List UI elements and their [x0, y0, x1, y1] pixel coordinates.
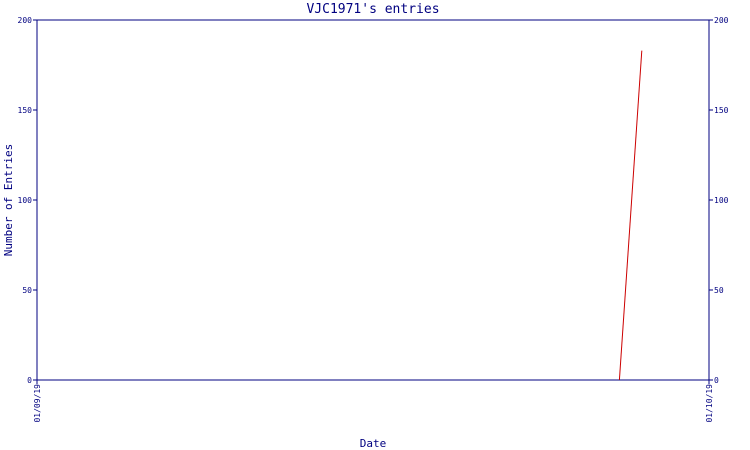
series-layer	[618, 50, 643, 381]
x-axis: 01/09/19 01/10/19	[33, 380, 714, 423]
x-axis-label: Date	[360, 437, 387, 450]
y-tick-label-left: 0	[27, 376, 32, 385]
y-tick-label-left: 200	[18, 16, 33, 25]
y-tick-label-right: 100	[714, 196, 729, 205]
y-axis-label: Number of Entries	[2, 144, 15, 257]
x-tick-label: 01/09/19	[33, 384, 42, 423]
y-tick-label-right: 0	[714, 376, 719, 385]
y-axis-left: 0 50 100 150 200	[18, 16, 37, 385]
plot-area	[36, 19, 710, 381]
series-line	[618, 50, 643, 381]
y-tick-label-left: 50	[22, 286, 32, 295]
y-tick-label-left: 100	[18, 196, 33, 205]
y-tick-label-right: 50	[714, 286, 724, 295]
y-tick-label-left: 150	[18, 106, 33, 115]
y-tick-label-right: 150	[714, 106, 729, 115]
chart-title: VJC1971's entries	[306, 2, 439, 17]
y-axis-right: 0 50 100 150 200	[709, 16, 729, 385]
x-tick-label: 01/10/19	[705, 384, 714, 423]
y-tick-label-right: 200	[714, 16, 729, 25]
